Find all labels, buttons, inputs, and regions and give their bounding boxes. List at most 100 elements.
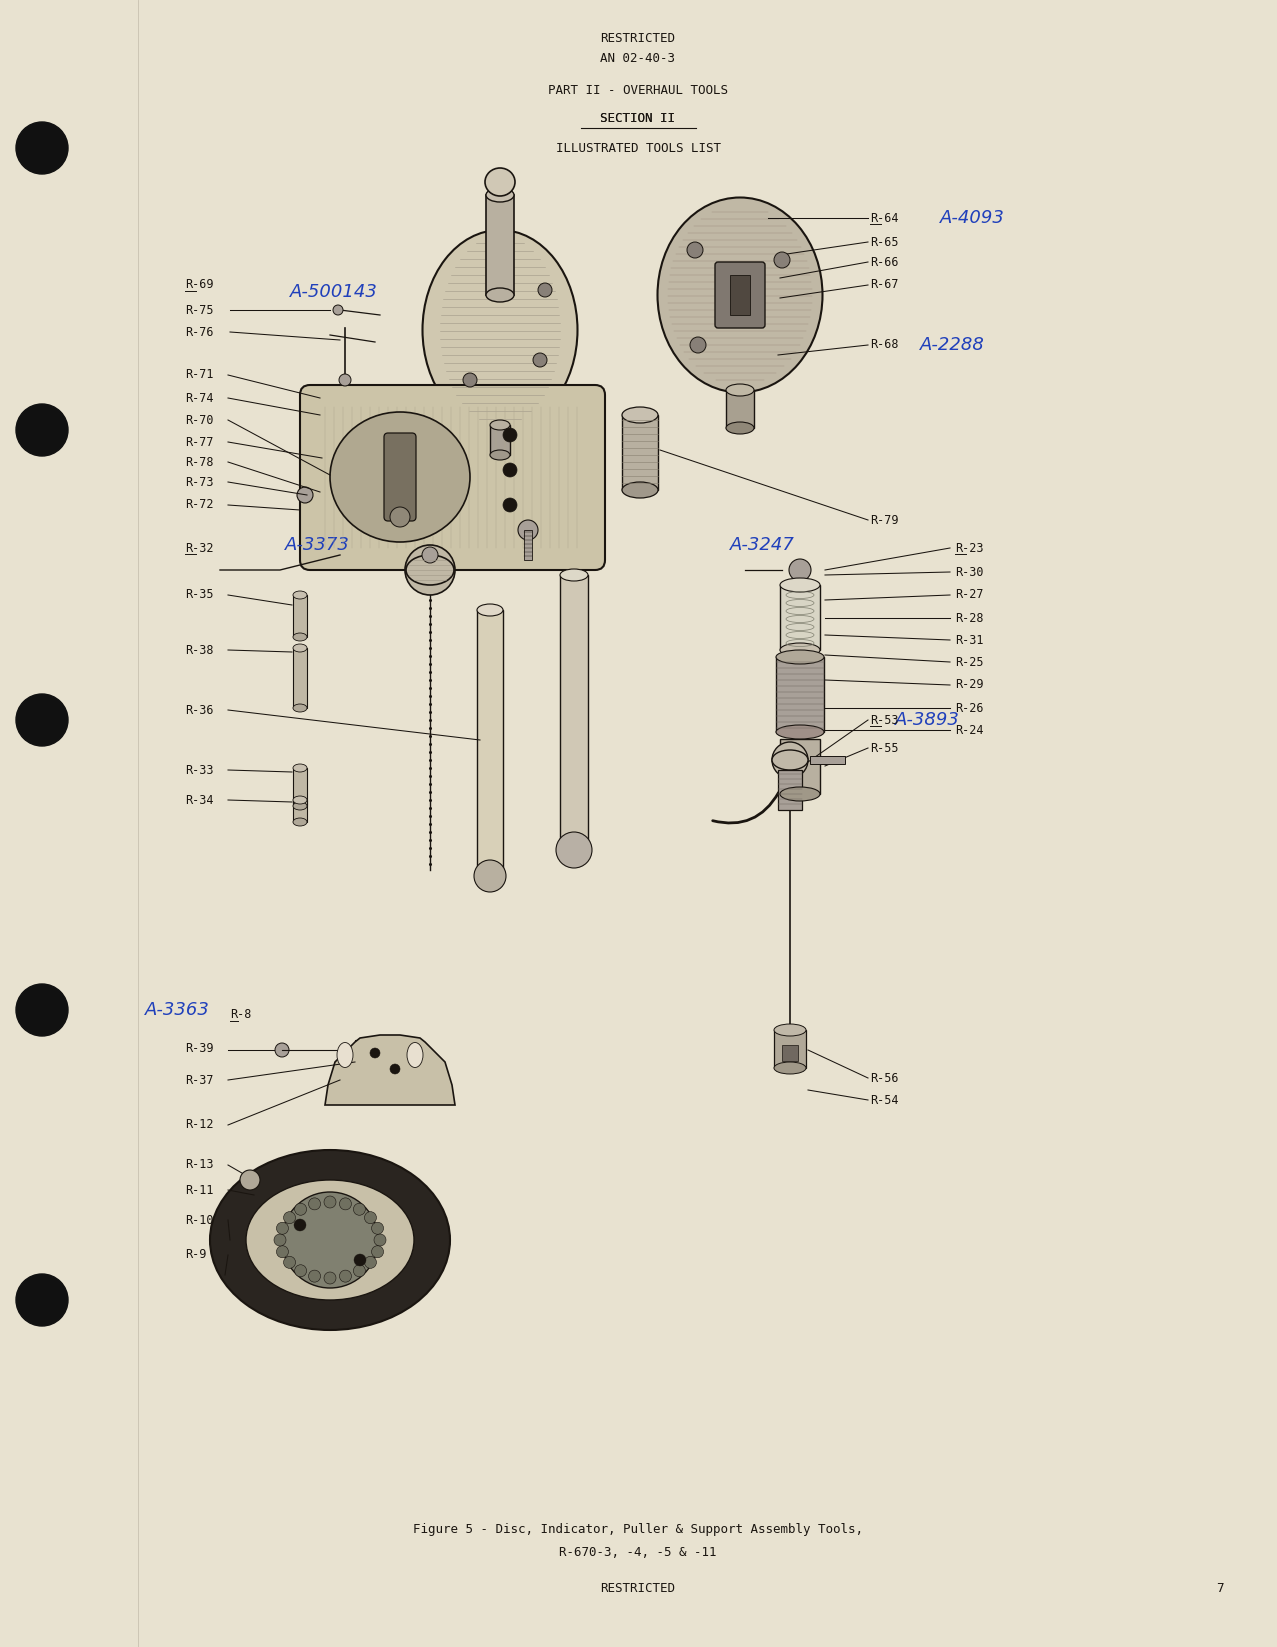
- FancyBboxPatch shape: [300, 385, 605, 570]
- Text: A-3893: A-3893: [895, 712, 960, 730]
- Ellipse shape: [774, 1062, 806, 1074]
- Text: R-65: R-65: [870, 236, 899, 249]
- Text: 7: 7: [1216, 1581, 1223, 1594]
- Text: SECTION II: SECTION II: [600, 112, 676, 125]
- Text: A-500143: A-500143: [290, 283, 378, 301]
- Ellipse shape: [780, 787, 820, 800]
- Text: R-64: R-64: [870, 211, 899, 224]
- Ellipse shape: [490, 420, 510, 430]
- Circle shape: [17, 404, 68, 456]
- Ellipse shape: [780, 578, 820, 591]
- Circle shape: [295, 1265, 306, 1276]
- Text: R-25: R-25: [955, 656, 983, 669]
- Polygon shape: [326, 1034, 455, 1105]
- Text: R-73: R-73: [185, 476, 213, 489]
- Ellipse shape: [292, 819, 306, 827]
- Ellipse shape: [423, 231, 577, 430]
- Bar: [292, 595, 306, 637]
- Circle shape: [17, 983, 68, 1036]
- Circle shape: [309, 1197, 321, 1211]
- Text: R-56: R-56: [870, 1072, 899, 1084]
- Circle shape: [364, 1257, 377, 1268]
- Circle shape: [275, 1043, 289, 1057]
- Circle shape: [464, 372, 478, 387]
- Circle shape: [354, 1204, 365, 1215]
- Circle shape: [309, 1270, 321, 1281]
- Bar: [487, 194, 515, 295]
- Circle shape: [789, 558, 811, 581]
- Text: R-33: R-33: [185, 764, 213, 776]
- Bar: [622, 415, 658, 491]
- Circle shape: [276, 1245, 289, 1258]
- Circle shape: [503, 497, 517, 512]
- Circle shape: [354, 1265, 365, 1276]
- Text: R-30: R-30: [955, 565, 983, 578]
- Circle shape: [538, 283, 552, 296]
- Ellipse shape: [407, 1043, 423, 1067]
- Circle shape: [340, 1197, 351, 1211]
- Bar: [780, 740, 820, 794]
- Ellipse shape: [776, 651, 824, 664]
- Text: R-69: R-69: [185, 278, 213, 292]
- Text: R-75: R-75: [185, 303, 213, 316]
- Text: R-70: R-70: [185, 413, 213, 427]
- Text: R-76: R-76: [185, 326, 213, 339]
- Bar: [727, 390, 753, 428]
- Bar: [730, 275, 750, 315]
- Circle shape: [338, 374, 351, 385]
- Text: R-9: R-9: [185, 1248, 207, 1262]
- Text: R-67: R-67: [870, 278, 899, 292]
- Ellipse shape: [487, 188, 515, 203]
- Text: ILLUSTRATED TOOLS LIST: ILLUSTRATED TOOLS LIST: [555, 142, 720, 155]
- Text: R-37: R-37: [185, 1074, 213, 1087]
- Ellipse shape: [780, 642, 820, 657]
- Circle shape: [364, 1212, 377, 1224]
- Text: R-29: R-29: [955, 679, 983, 692]
- Ellipse shape: [292, 796, 306, 804]
- Ellipse shape: [337, 1043, 352, 1067]
- FancyBboxPatch shape: [715, 262, 765, 328]
- Circle shape: [421, 547, 438, 563]
- Text: R-10: R-10: [185, 1214, 213, 1227]
- Ellipse shape: [292, 703, 306, 712]
- Bar: [478, 609, 503, 870]
- Text: SECTION II: SECTION II: [600, 112, 676, 125]
- Bar: [776, 657, 824, 731]
- Text: R-35: R-35: [185, 588, 213, 601]
- Circle shape: [295, 1204, 306, 1215]
- Text: R-53: R-53: [870, 713, 899, 726]
- Ellipse shape: [487, 288, 515, 301]
- Ellipse shape: [622, 407, 658, 423]
- Ellipse shape: [485, 168, 515, 196]
- Text: A-4093: A-4093: [940, 209, 1005, 227]
- Circle shape: [240, 1169, 261, 1191]
- Bar: [524, 530, 533, 560]
- Circle shape: [370, 1047, 381, 1057]
- Ellipse shape: [622, 483, 658, 497]
- Circle shape: [389, 1064, 400, 1074]
- Text: R-54: R-54: [870, 1094, 899, 1107]
- Ellipse shape: [389, 507, 410, 527]
- Text: R-36: R-36: [185, 703, 213, 716]
- Text: Figure 5 - Disc, Indicator, Puller & Support Assembly Tools,: Figure 5 - Disc, Indicator, Puller & Sup…: [412, 1523, 863, 1537]
- Ellipse shape: [727, 422, 753, 435]
- Circle shape: [503, 428, 517, 441]
- Circle shape: [374, 1234, 386, 1247]
- Text: PART II - OVERHAUL TOOLS: PART II - OVERHAUL TOOLS: [548, 84, 728, 97]
- Text: R-71: R-71: [185, 369, 213, 382]
- Bar: [355, 1039, 405, 1082]
- Bar: [774, 1029, 806, 1067]
- Text: R-72: R-72: [185, 499, 213, 512]
- Text: A-2288: A-2288: [919, 336, 985, 354]
- Ellipse shape: [209, 1150, 450, 1331]
- Ellipse shape: [292, 591, 306, 600]
- Ellipse shape: [773, 749, 808, 771]
- Text: R-12: R-12: [185, 1118, 213, 1131]
- Circle shape: [333, 305, 344, 315]
- Bar: [292, 647, 306, 708]
- Circle shape: [503, 463, 517, 478]
- Text: A-3363: A-3363: [146, 1001, 209, 1019]
- Ellipse shape: [292, 802, 306, 810]
- Text: R-38: R-38: [185, 644, 213, 657]
- Ellipse shape: [292, 632, 306, 641]
